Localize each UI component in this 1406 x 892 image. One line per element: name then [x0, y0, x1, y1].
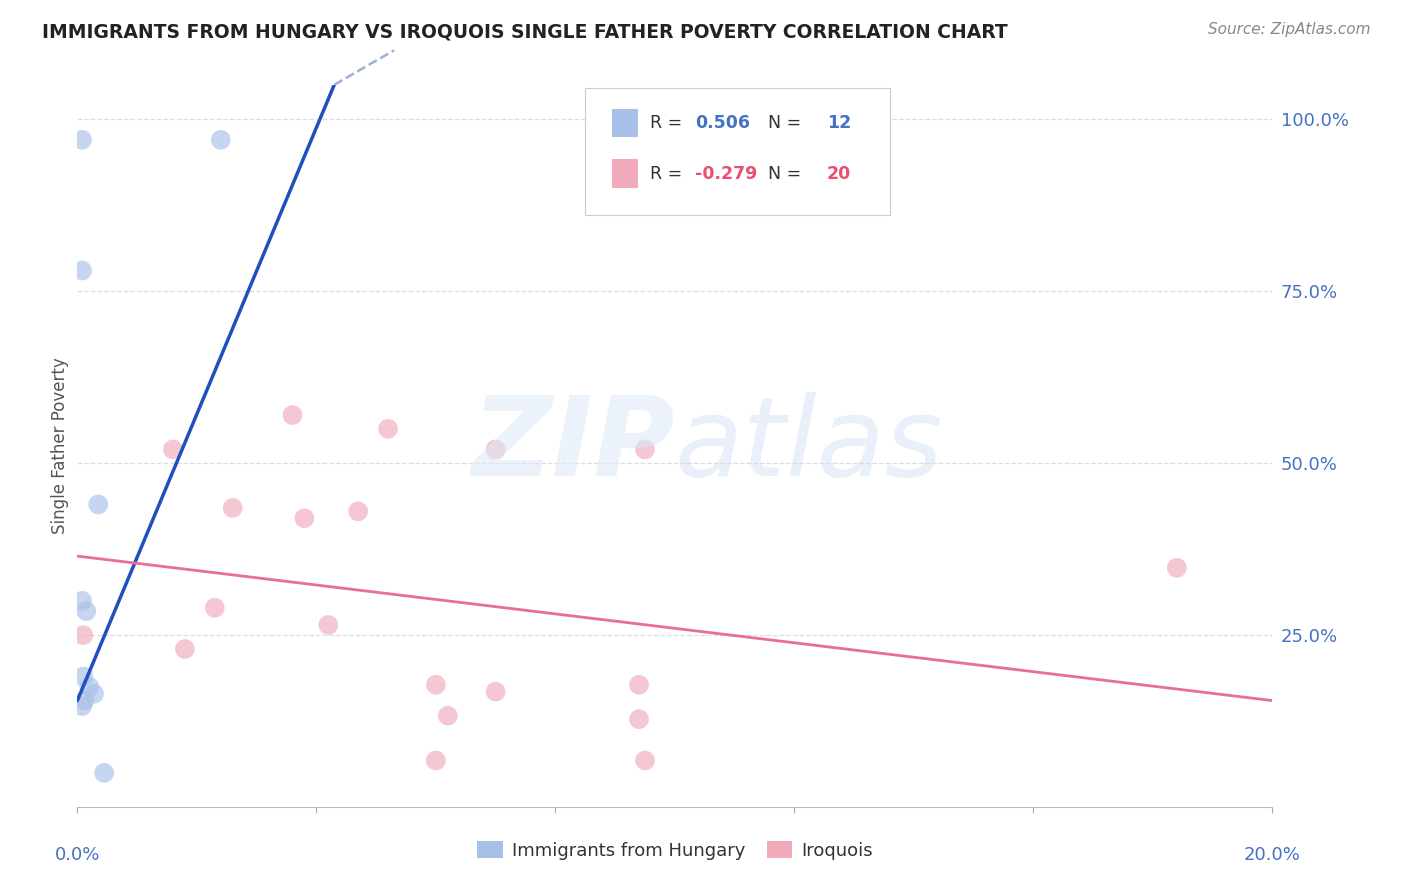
Legend: Immigrants from Hungary, Iroquois: Immigrants from Hungary, Iroquois: [470, 834, 880, 867]
Point: [437, 708, 460, 723]
Point: [281, 408, 304, 422]
Point: [425, 754, 447, 768]
Text: N =: N =: [758, 165, 807, 183]
Y-axis label: Single Father Poverty: Single Father Poverty: [51, 358, 69, 534]
Point: [634, 442, 657, 457]
Point: [72, 669, 94, 683]
Point: [425, 678, 447, 692]
Point: [318, 618, 340, 632]
Text: R =: R =: [650, 165, 688, 183]
Text: atlas: atlas: [675, 392, 943, 500]
Text: R =: R =: [650, 114, 688, 132]
Text: ZIP: ZIP: [471, 392, 675, 500]
Point: [377, 422, 399, 436]
Point: [1166, 561, 1188, 575]
Point: [209, 133, 232, 147]
Text: 20.0%: 20.0%: [1244, 847, 1301, 864]
Point: [70, 699, 93, 714]
Point: [162, 442, 184, 457]
Point: [70, 594, 93, 608]
Point: [634, 754, 657, 768]
Point: [72, 628, 94, 642]
Point: [83, 687, 105, 701]
Point: [204, 600, 226, 615]
Point: [174, 642, 197, 657]
Point: [485, 684, 508, 698]
Text: 0.506: 0.506: [695, 114, 751, 132]
Point: [628, 678, 651, 692]
Point: [87, 498, 110, 512]
FancyBboxPatch shape: [612, 109, 638, 137]
Text: Source: ZipAtlas.com: Source: ZipAtlas.com: [1208, 22, 1371, 37]
Point: [75, 604, 97, 618]
Point: [73, 693, 96, 707]
Point: [93, 765, 115, 780]
Point: [292, 511, 315, 525]
Point: [79, 680, 101, 694]
Text: -0.279: -0.279: [695, 165, 758, 183]
Text: 20: 20: [827, 165, 851, 183]
Text: N =: N =: [758, 114, 807, 132]
FancyBboxPatch shape: [585, 88, 890, 215]
Text: 0.0%: 0.0%: [55, 847, 100, 864]
Text: 12: 12: [827, 114, 851, 132]
FancyBboxPatch shape: [612, 159, 638, 188]
Point: [222, 500, 245, 515]
Point: [347, 504, 370, 518]
Point: [628, 712, 651, 726]
Text: IMMIGRANTS FROM HUNGARY VS IROQUOIS SINGLE FATHER POVERTY CORRELATION CHART: IMMIGRANTS FROM HUNGARY VS IROQUOIS SING…: [42, 22, 1008, 41]
Point: [70, 133, 93, 147]
Point: [485, 442, 508, 457]
Point: [70, 263, 93, 277]
